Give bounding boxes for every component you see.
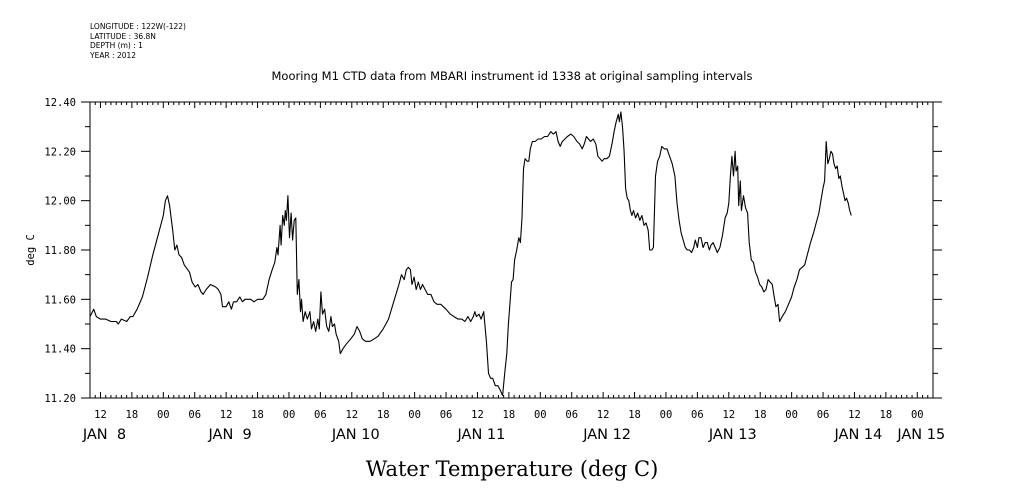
day-label: JAN 9 [208,427,252,443]
x-tick-label: 12 [220,409,233,421]
depth-line: DEPTH (m) : 1 [90,41,143,50]
y-axis-label: deg C [25,234,37,266]
x-tick-label: 12 [722,409,735,421]
x-tick-label: 06 [817,409,830,421]
x-tick-label: 06 [188,409,201,421]
latitude-line: LATITUDE : 36.8N [90,31,156,41]
axes [81,101,942,399]
x-tick-label: 18 [754,409,767,421]
x-tick-label: 00 [283,409,296,421]
y-tick-label: 12.40 [44,97,76,109]
x-tick-label: 06 [314,409,327,421]
day-label: JAN 15 [896,427,945,443]
x-tick-label: 18 [251,409,264,421]
x-tick-label: 00 [408,409,421,421]
day-labels: JAN 8 JAN 9 JAN 10 JAN 11 JAN 12 JAN 13 JAN 14… [82,427,945,443]
day-label: JAN 13 [708,427,757,443]
metadata-block: LONGITUDE : 122W(-122) LATITUDE : 36.8N … [90,22,186,60]
x-tick-label: 06 [565,409,578,421]
x-tick-label: 18 [503,409,516,421]
x-tick-label: 18 [880,409,893,421]
x-tick-label: 18 [126,409,139,421]
x-tick-label: 18 [628,409,641,421]
x-tick-label: 18 [377,409,390,421]
series-line-water-temperature [89,111,852,397]
x-axis-label: Water Temperature (deg C) [366,457,659,481]
y-tick-label: 11.60 [44,294,76,306]
day-label: JAN 10 [331,427,380,443]
x-tick-label: 00 [660,409,673,421]
x-tick-labels: 12 18 00 06 12 18 00 06 12 18 00 06 12 18 00 06 12 18 00 06… [94,409,923,421]
day-label: JAN 12 [582,427,631,443]
x-tick-label: 06 [691,409,704,421]
year-line: YEAR : 2012 [90,50,137,60]
y-tick-label: 11.40 [44,344,76,356]
x-tick-label: 12 [94,409,107,421]
x-tick-label: 00 [785,409,798,421]
y-tick-labels: 11.20 11.40 11.60 11.80 12.00 12.20 12.40 [44,97,76,405]
plot-frame [89,101,934,399]
day-label: JAN 14 [834,427,883,443]
x-tick-label: 12 [345,409,358,421]
x-tick-label: 12 [471,409,484,421]
day-label: JAN 8 [82,427,126,443]
y-tick-label: 11.20 [44,393,76,405]
x-tick-label: 00 [534,409,547,421]
day-label: JAN 11 [457,427,506,443]
chart-title: Mooring M1 CTD data from MBARI instrumen… [272,69,753,83]
x-tick-label: 00 [911,409,924,421]
x-tick-label: 06 [440,409,453,421]
x-tick-label: 00 [157,409,170,421]
x-tick-label: 12 [597,409,610,421]
y-tick-label: 12.00 [44,196,76,208]
y-tick-label: 12.20 [44,146,76,158]
y-tick-label: 11.80 [44,245,76,257]
x-tick-label: 12 [848,409,861,421]
longitude-line: LONGITUDE : 122W(-122) [90,22,186,31]
